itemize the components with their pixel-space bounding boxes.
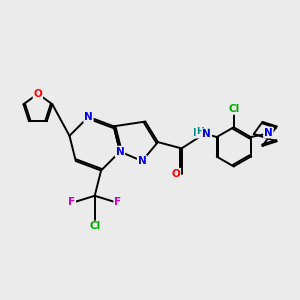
Text: N: N — [116, 147, 124, 157]
Text: N: N — [202, 129, 211, 139]
Text: F: F — [114, 197, 122, 207]
Text: H: H — [196, 127, 204, 136]
Text: F: F — [68, 197, 75, 207]
Text: O: O — [172, 169, 180, 179]
Text: N: N — [138, 156, 146, 166]
Text: O: O — [34, 89, 42, 99]
Text: N: N — [84, 112, 93, 122]
Text: Cl: Cl — [228, 104, 239, 114]
Text: Cl: Cl — [89, 221, 100, 231]
Text: NH: NH — [194, 128, 211, 138]
Text: N: N — [264, 128, 273, 138]
